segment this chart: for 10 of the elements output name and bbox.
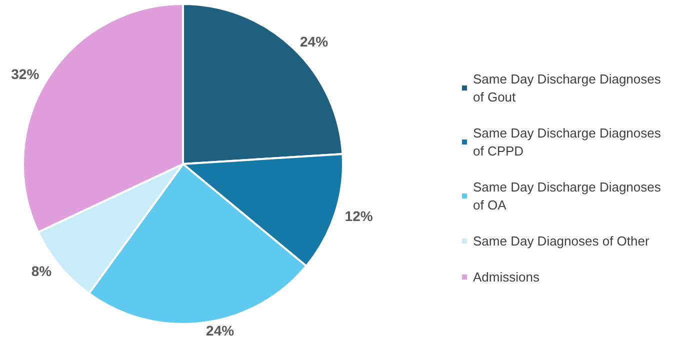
legend-label: Admissions	[473, 270, 540, 284]
data-label: 24%	[300, 34, 329, 50]
data-label: 8%	[31, 263, 52, 280]
legend-label: Same Day Discharge Diagnoses of CPPD	[473, 126, 664, 158]
legend-label: Same Day Discharge Diagnoses of Gout	[473, 72, 664, 104]
data-label: 12%	[344, 208, 374, 224]
legend-label: Same Day Discharge Diagnoses of OA	[473, 180, 664, 212]
data-label: 32%	[11, 66, 40, 82]
data-label: 24%	[206, 322, 235, 339]
legend-label: Same Day Diagnoses of Other	[473, 234, 650, 248]
